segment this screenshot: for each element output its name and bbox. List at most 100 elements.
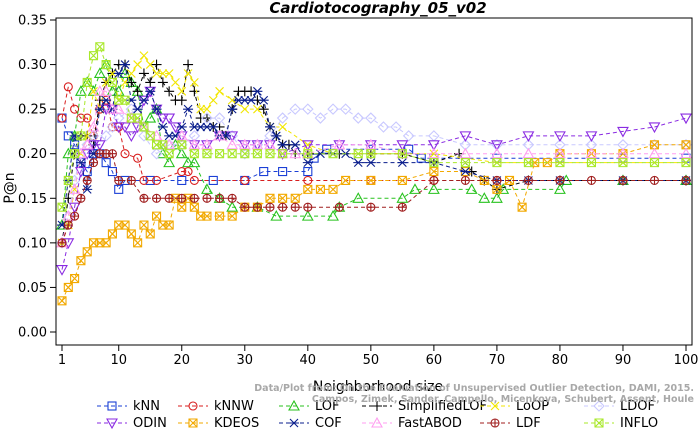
data-point-knn [278, 166, 288, 177]
data-point-ldf [555, 175, 565, 185]
data-point-knn [145, 175, 155, 186]
data-point-fastabod [648, 147, 661, 159]
data-point-fastabod [554, 147, 566, 159]
data-point-ldf [57, 238, 67, 248]
data-point-ldf [88, 158, 99, 168]
data-point-inflo [523, 158, 533, 168]
data-point-loop [227, 95, 237, 105]
x-tick-label: 90 [615, 353, 632, 368]
data-point-inflo [265, 149, 275, 159]
data-point-kdeos [70, 273, 80, 284]
data-point-kdeos [101, 238, 111, 248]
data-point-knn [303, 166, 313, 177]
legend-item-ldof: LDOF [584, 399, 655, 414]
data-point-knnw [120, 149, 130, 159]
data-point-knn [208, 175, 218, 186]
x-tick-label: 80 [552, 353, 569, 368]
data-point-inflo [586, 158, 597, 168]
data-point-odin [112, 122, 125, 134]
data-point-kdeos [492, 184, 502, 194]
data-point-fastabod [238, 138, 251, 150]
data-point-ldf [82, 175, 92, 185]
data-point-ldf [429, 175, 439, 185]
data-point-fastabod [201, 138, 213, 150]
data-point-cof [120, 60, 131, 69]
legend: kNN kNNW LOF SimplifiedLOF LoOP LDOF ODIN KDEOS… [97, 399, 658, 431]
legend-marker-fastabod [371, 416, 383, 428]
data-point-inflo [227, 149, 237, 159]
data-point-fastabod [106, 103, 119, 114]
data-point-loop [208, 95, 218, 105]
data-point-ldof [390, 121, 402, 133]
data-point-loop [240, 104, 250, 114]
legend-label-knn: kNN [133, 399, 160, 414]
data-point-kdeos [107, 229, 117, 239]
data-point-ldf [252, 202, 262, 212]
data-point-inflo [240, 149, 250, 159]
legend-label-loop: LoOP [516, 399, 549, 414]
data-point-cof [397, 158, 408, 168]
data-point-inflo [303, 149, 313, 159]
data-point-ldof [112, 112, 125, 124]
data-point-knn [177, 175, 187, 186]
data-point-cof [265, 122, 275, 132]
plot-area [56, 42, 692, 306]
y-tick-label: 0.20 [18, 147, 47, 162]
data-point-inflo [215, 149, 225, 159]
data-point-kdeos [57, 296, 67, 306]
legend-item-lof: LOF [279, 399, 340, 414]
data-point-cof [258, 95, 269, 105]
data-point-kdeos [126, 229, 136, 239]
data-point-cof [246, 95, 257, 105]
credit-line-1: Data/Plot from: On the Evaluation of Uns… [254, 383, 694, 394]
x-tick-label: 50 [363, 353, 380, 368]
data-point-ldf [189, 193, 199, 203]
legend-marker-knn [107, 401, 117, 411]
data-point-loop [215, 86, 224, 96]
data-point-lof [490, 192, 503, 203]
data-point-ldof [302, 103, 314, 115]
data-point-odin [554, 131, 566, 143]
legend-item-knn: kNN [97, 399, 160, 414]
data-point-cof [75, 158, 86, 168]
data-point-ldf [397, 202, 407, 212]
data-point-cof [138, 95, 149, 105]
data-point-inflo [76, 131, 86, 141]
data-point-ldf [618, 175, 628, 185]
x-tick-label: 40 [300, 353, 317, 368]
data-point-lof [270, 209, 283, 221]
y-tick-label: 0.00 [18, 326, 47, 341]
data-point-ldf [460, 175, 470, 185]
data-point-cof [113, 69, 124, 78]
legend-label-kdeos: KDEOS [214, 416, 259, 431]
data-point-ldof [100, 130, 112, 142]
y-tick-label: 0.10 [18, 236, 47, 251]
data-point-inflo [139, 122, 149, 132]
legend-marker-ldof [593, 400, 605, 412]
data-point-inflo [158, 140, 168, 150]
data-point-lof [478, 192, 491, 203]
data-point-cof [145, 86, 156, 96]
data-point-fastabod [87, 120, 100, 132]
y-tick-label: 0.30 [18, 58, 47, 73]
data-point-ldf [240, 202, 250, 212]
data-point-knn [259, 166, 269, 177]
data-point-knnw [240, 175, 250, 186]
data-point-inflo [618, 158, 628, 168]
data-point-inflo [649, 158, 660, 168]
data-point-fastabod [93, 85, 106, 96]
data-point-fastabod [333, 138, 346, 150]
legend-marker-simplifiedlof [372, 401, 382, 411]
series-ldf [57, 149, 691, 248]
data-point-knnw [151, 175, 162, 186]
data-point-inflo [353, 149, 363, 159]
data-point-odin [648, 122, 661, 134]
x-tick-label: 70 [489, 353, 506, 368]
data-point-fastabod [213, 129, 226, 141]
axes: 0.00 0.05 0.10 0.15 0.20 0.25 0.30 0.35 1 10 20 30 4… [18, 14, 698, 369]
data-point-simplifiedlof [132, 86, 143, 97]
data-point-inflo [429, 158, 439, 168]
x-tick-label: 10 [110, 353, 127, 368]
data-point-fastabod [490, 147, 503, 159]
data-point-kdeos [164, 220, 174, 230]
